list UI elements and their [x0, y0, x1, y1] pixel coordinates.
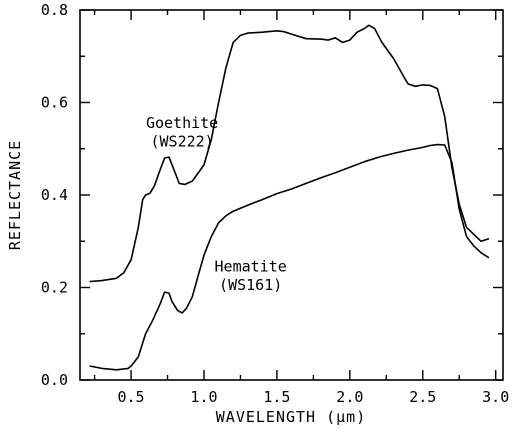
y-tick-label: 0.8: [41, 1, 68, 19]
x-axis-title: WAVELENGTH (μm): [216, 408, 366, 426]
x-tick-label: 2.0: [336, 388, 363, 406]
plot-frame: [79, 9, 504, 381]
y-tick-label: 0.0: [41, 371, 68, 389]
series-layer: [89, 24, 490, 371]
series-line-1: [89, 24, 490, 283]
axis-ticks: [80, 9, 503, 381]
y-tick-label: 0.4: [41, 186, 68, 204]
y-axis-title: REFLECTANCE: [6, 140, 24, 250]
y-tick-label: 0.2: [41, 279, 68, 297]
x-tick-label: 1.5: [263, 388, 290, 406]
curve-annotation: (WS161): [219, 276, 282, 294]
curve-annotation: Goethite: [146, 114, 218, 132]
annotation-layer: Goethite(WS222) Hematite(WS161): [146, 114, 287, 294]
tick-labels: 0.5 1.0 1.5 2.0 2.5 3.0 0.0 0.2 0.4 0.6 0.8: [41, 1, 509, 406]
x-tick-label: 1.0: [190, 388, 217, 406]
x-tick-label: 3.0: [482, 388, 509, 406]
curve-annotation: (WS222): [150, 132, 213, 150]
series-line-2: [89, 143, 490, 371]
y-tick-label: 0.6: [41, 94, 68, 112]
x-tick-label: 0.5: [118, 388, 145, 406]
curve-annotation: Hematite: [215, 257, 287, 275]
x-tick-label: 2.5: [409, 388, 436, 406]
